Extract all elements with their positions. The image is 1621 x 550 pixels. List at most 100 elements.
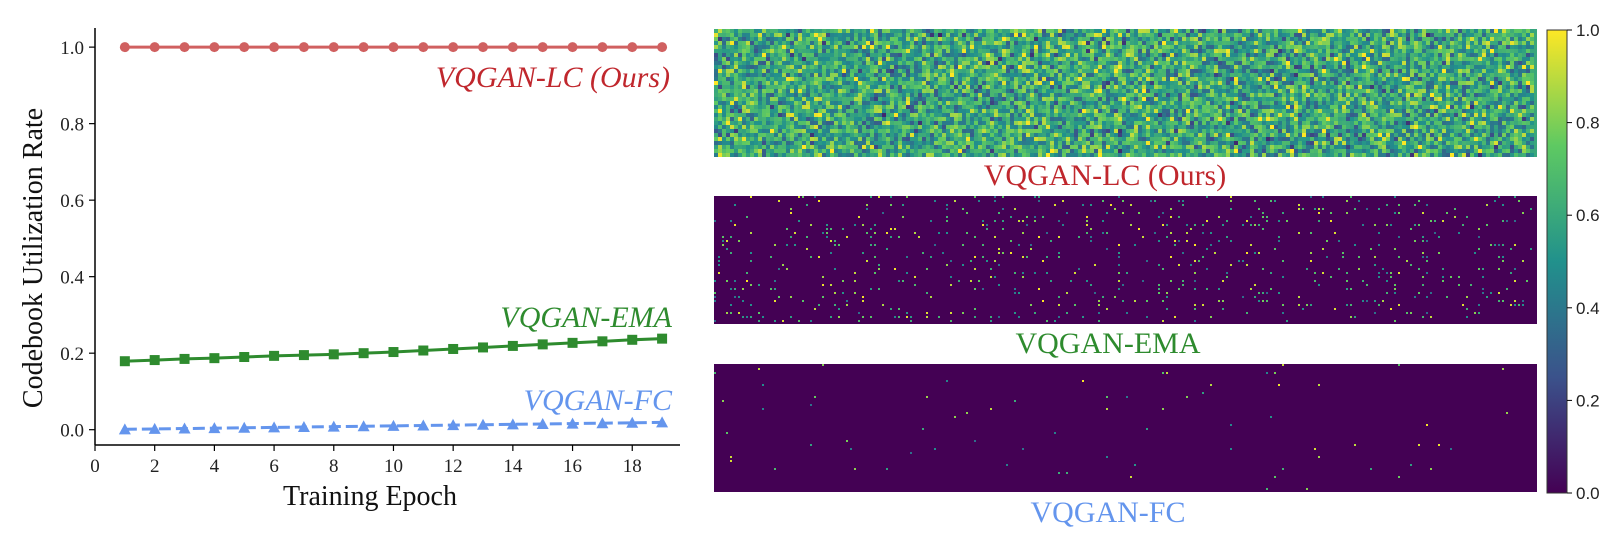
- heatmap-cell: [1126, 89, 1130, 93]
- heatmap-cell: [1110, 53, 1114, 57]
- heatmap-cell: [758, 65, 762, 69]
- heatmap-cell: [978, 49, 982, 53]
- heatmap-cell: [1246, 45, 1250, 49]
- heatmap-cell: [1226, 93, 1230, 97]
- heatmap-cell: [758, 113, 762, 117]
- heatmap-cell: [898, 29, 902, 33]
- heatmap-cell: [846, 117, 850, 121]
- heatmap-cell: [1502, 57, 1506, 61]
- heatmap-cell: [726, 45, 730, 49]
- heatmap-cell: [1030, 85, 1034, 89]
- heatmap-cell: [1374, 113, 1378, 117]
- heatmap-cell: [1070, 49, 1074, 53]
- heatmap-cell: [1018, 117, 1022, 121]
- heatmap-cell: [1338, 97, 1342, 101]
- heatmap-cell: [1062, 61, 1066, 65]
- heatmap-cell: [1346, 29, 1350, 33]
- heatmap-cell: [1370, 41, 1374, 45]
- heatmap-cell: [1474, 109, 1478, 113]
- heatmap-cell: [1334, 97, 1338, 101]
- heatmap-cell: [1422, 93, 1426, 97]
- heatmap-cell: [1430, 57, 1434, 61]
- heatmap-cell: [982, 41, 986, 45]
- heatmap-cell: [1330, 69, 1334, 73]
- heatmap-cell: [1142, 89, 1146, 93]
- heatmap-cell: [1242, 37, 1246, 41]
- heatmap-cell: [1390, 73, 1394, 77]
- heatmap-cell: [1466, 45, 1470, 49]
- heatmap-cell: [726, 57, 730, 61]
- heatmap-cell: [1246, 61, 1250, 65]
- heatmap-cell: [1382, 97, 1386, 101]
- heatmap-cell: [1382, 57, 1386, 61]
- heatmap-cell: [1286, 97, 1290, 101]
- heatmap-cell: [1478, 45, 1482, 49]
- heatmap-cell: [1402, 85, 1406, 89]
- heatmap-cell: [1150, 85, 1154, 89]
- heatmap-cell: [1386, 65, 1390, 69]
- heatmap-cell: [1106, 113, 1110, 117]
- heatmap-cell: [1442, 29, 1446, 33]
- heatmap-cell: [1502, 65, 1506, 69]
- heatmap-cell: [742, 33, 746, 37]
- heatmap-cell: [722, 89, 726, 93]
- heatmap-cell: [1330, 41, 1334, 45]
- heatmap-cell: [1418, 37, 1422, 41]
- heatmap-cell: [986, 49, 990, 53]
- heatmap-cell: [1342, 69, 1346, 73]
- heatmap-cell: [1522, 49, 1526, 53]
- series-label-vqgan-ema: VQGAN-EMA: [500, 301, 672, 334]
- heatmap-cell: [990, 101, 994, 105]
- heatmap-cell: [1070, 73, 1074, 77]
- heatmap-cell: [958, 85, 962, 89]
- heatmap-cell: [1482, 85, 1486, 89]
- heatmap-cell: [1162, 93, 1166, 97]
- heatmap-cell: [1438, 109, 1442, 113]
- heatmap-cell: [886, 81, 890, 85]
- heatmap-cell: [1382, 85, 1386, 89]
- heatmap-cell: [1010, 109, 1014, 113]
- heatmap-cell: [918, 65, 922, 69]
- heatmap-cell: [878, 113, 882, 117]
- heatmap-cell: [910, 93, 914, 97]
- heatmap-cell: [1134, 105, 1138, 109]
- heatmap-cell: [1230, 97, 1234, 101]
- heatmap-cell: [1166, 121, 1170, 125]
- heatmap-cell: [1354, 53, 1358, 57]
- heatmap-cell: [1074, 97, 1078, 101]
- heatmap-cell: [1342, 33, 1346, 37]
- heatmap-cell: [902, 29, 906, 33]
- heatmap-cell: [934, 69, 938, 73]
- heatmap-cell: [1462, 37, 1466, 41]
- heatmap-cell: [1162, 73, 1166, 77]
- heatmap-cell: [802, 29, 806, 33]
- heatmap-cell: [1150, 49, 1154, 53]
- heatmap-cell: [858, 93, 862, 97]
- heatmap-cell: [862, 37, 866, 41]
- heatmap-cell: [1438, 49, 1442, 53]
- heatmap-cell: [1050, 33, 1054, 37]
- heatmap-cell: [1122, 33, 1126, 37]
- heatmap-cell: [1426, 41, 1430, 45]
- heatmap-cell: [1274, 105, 1278, 109]
- heatmap-cell: [886, 121, 890, 125]
- heatmap-cell: [1178, 77, 1182, 81]
- heatmap-cell: [1374, 105, 1378, 109]
- heatmap-cell: [742, 29, 746, 33]
- heatmap-cell: [1166, 81, 1170, 85]
- heatmap-cell: [754, 53, 758, 57]
- heatmap-cell: [882, 45, 886, 49]
- heatmap-cell: [926, 33, 930, 37]
- heatmap-cell: [1482, 61, 1486, 65]
- heatmap-cell: [1394, 49, 1398, 53]
- heatmap-cell: [1074, 105, 1078, 109]
- heatmap-cell: [1222, 37, 1226, 41]
- heatmap-cell: [990, 65, 994, 69]
- heatmap-cell: [922, 109, 926, 113]
- heatmap-cell: [1322, 81, 1326, 85]
- heatmap-cell: [1034, 29, 1038, 33]
- heatmap-cell: [1362, 65, 1366, 69]
- heatmap-cell: [930, 105, 934, 109]
- heatmap-cell: [1090, 109, 1094, 113]
- heatmap-cell: [790, 93, 794, 97]
